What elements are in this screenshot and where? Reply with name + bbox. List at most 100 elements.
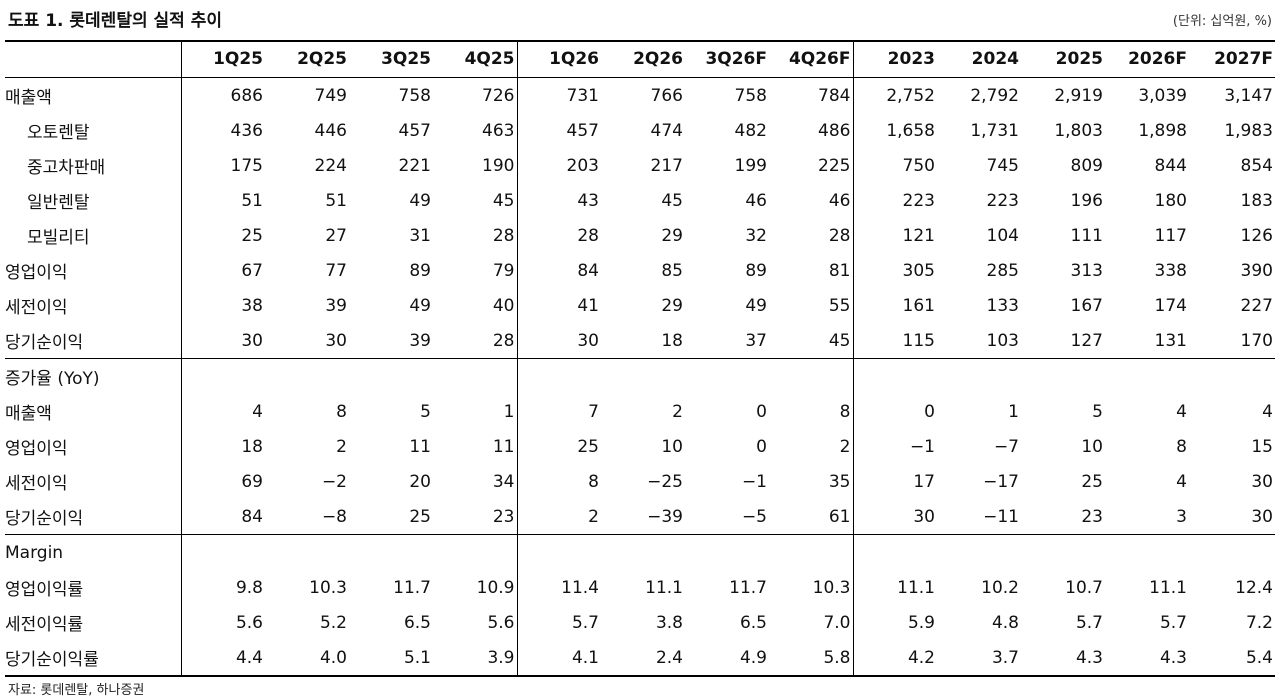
table-cell: 7 xyxy=(588,401,599,422)
table-row: 매출액 4 8 5 1 7 2 0 8 0 1 5 4 4 xyxy=(5,394,1275,429)
table-cell: 15 xyxy=(1251,436,1273,457)
table-cell: −5 xyxy=(685,499,769,535)
table-cell: 4.9 xyxy=(685,640,769,677)
table-cell: 203 xyxy=(566,155,599,176)
table-cell: 2,792 xyxy=(970,85,1019,106)
table-cell: 175 xyxy=(230,155,263,176)
table-cell: 11.1 xyxy=(645,577,683,598)
table-cell: 18 xyxy=(241,436,263,457)
empty-cell xyxy=(769,358,854,394)
table-cell: 25 xyxy=(349,499,433,535)
table-cell: 5.7 xyxy=(1075,612,1103,633)
table-cell: 28 xyxy=(433,218,518,253)
section-header: Margin xyxy=(5,534,182,570)
table-cell: 51 xyxy=(241,190,263,211)
empty-cell xyxy=(601,359,685,395)
table-cell: 5.6 xyxy=(433,605,518,640)
table-cell: 84 xyxy=(181,499,265,535)
table-cell: 55 xyxy=(769,288,854,323)
table-cell: 77 xyxy=(325,260,347,281)
row-label: 오토렌탈 xyxy=(5,113,182,148)
empty-cell xyxy=(517,359,601,395)
table-cell: 8 xyxy=(588,471,599,492)
table-cell: 2,919 xyxy=(1054,85,1103,106)
table-cell: 84 xyxy=(577,260,599,281)
table-cell: 338 xyxy=(1154,260,1187,281)
table-cell: 10 xyxy=(1081,436,1103,457)
empty-cell xyxy=(265,535,349,571)
table-cell: 8 xyxy=(1176,436,1187,457)
table-cell: 10.2 xyxy=(981,577,1019,598)
table-cell: 11.1 xyxy=(897,577,935,598)
table-cell: 32 xyxy=(745,225,767,246)
table-row: 영업이익 67 77 89 79 84 85 89 81 305 285 313 338 390 xyxy=(5,253,1275,288)
table-cell: 844 xyxy=(1154,155,1187,176)
empty-cell xyxy=(937,535,1021,571)
table-row: 오토렌탈 436 446 457 463 457 474 482 486 1,658 1,731 1,… xyxy=(5,113,1275,148)
table-cell: 35 xyxy=(769,464,854,499)
table-cell: 217 xyxy=(650,155,683,176)
table-cell: −7 xyxy=(993,436,1019,457)
table-cell: 18 xyxy=(601,323,685,359)
table-cell: 784 xyxy=(769,77,854,113)
table-row: 일반렌탈 51 51 49 45 43 45 46 46 223 223 196 180 183 xyxy=(5,183,1275,218)
table-cell: 1 xyxy=(1008,401,1019,422)
column-header: 2Q25 xyxy=(265,41,349,78)
table-cell: 89 xyxy=(409,260,431,281)
table-cell: −1 xyxy=(741,471,767,492)
table-cell: 20 xyxy=(409,471,431,492)
table-cell: 11.1 xyxy=(1149,577,1187,598)
table-cell: −39 xyxy=(601,499,685,535)
table-cell: 10.3 xyxy=(769,570,854,605)
table-cell: 51 xyxy=(325,190,347,211)
table-cell: 221 xyxy=(398,155,431,176)
table-cell: 749 xyxy=(314,85,347,106)
table-row: 영업이익 18 2 11 11 25 10 0 2 −1 −7 10 8 15 xyxy=(5,429,1275,464)
table-row: 세전이익 38 39 49 40 41 29 49 55 161 133 167 174 227 xyxy=(5,288,1275,323)
table-cell: 285 xyxy=(986,260,1019,281)
table-cell: 5.9 xyxy=(907,612,935,633)
table-cell: 750 xyxy=(902,155,935,176)
section-header: 증가율 (YoY) xyxy=(5,358,182,394)
table-cell: 126 xyxy=(1240,225,1273,246)
table-cell: 10.3 xyxy=(309,577,347,598)
table-cell: 474 xyxy=(650,120,683,141)
table-cell: 199 xyxy=(734,155,767,176)
table-cell: 3,039 xyxy=(1138,85,1187,106)
row-label: 당기순이익률 xyxy=(5,640,182,677)
empty-cell xyxy=(1021,359,1105,395)
table-cell: 854 xyxy=(1240,155,1273,176)
table-cell: −8 xyxy=(265,499,349,535)
row-label: 매출액 xyxy=(5,394,182,429)
table-cell: 133 xyxy=(986,295,1019,316)
row-label: 영업이익 xyxy=(5,253,182,288)
table-cell: 39 xyxy=(325,295,347,316)
table-cell: 2 xyxy=(672,401,683,422)
table-cell: 46 xyxy=(745,190,767,211)
empty-cell xyxy=(433,358,518,394)
table-cell: 30 xyxy=(1189,499,1275,535)
table-cell: 766 xyxy=(650,85,683,106)
table-cell: 4.2 xyxy=(853,640,937,677)
empty-cell xyxy=(517,535,601,571)
table-cell: 1,983 xyxy=(1224,120,1273,141)
empty-cell xyxy=(853,535,937,571)
table-cell: 7.2 xyxy=(1245,612,1273,633)
table-cell: 4.3 xyxy=(1105,640,1189,677)
table-cell: 183 xyxy=(1240,190,1273,211)
table-cell: 4.4 xyxy=(181,640,265,677)
table-cell: 37 xyxy=(685,323,769,359)
row-label: 일반렌탈 xyxy=(5,183,182,218)
table-cell: 8 xyxy=(769,394,854,429)
table-cell: 27 xyxy=(325,225,347,246)
table-cell: 758 xyxy=(398,85,431,106)
table-cell: 167 xyxy=(1070,295,1103,316)
table-cell: 81 xyxy=(769,253,854,288)
table-cell: 69 xyxy=(241,471,263,492)
column-header: 2023 xyxy=(853,41,937,78)
table-cell: 436 xyxy=(230,120,263,141)
empty-cell xyxy=(1021,535,1105,571)
table-row: 당기순이익 30 30 39 28 30 18 37 45 115 103 127 131 170 xyxy=(5,323,1275,359)
column-header: 2024 xyxy=(937,41,1021,78)
table-cell: 10 xyxy=(661,436,683,457)
